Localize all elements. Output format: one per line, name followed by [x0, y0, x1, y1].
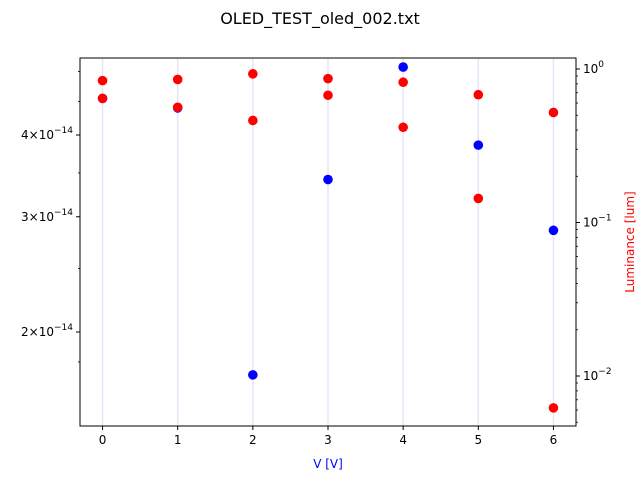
y-right-tick-label: 10−1	[583, 214, 612, 230]
x-tick-label: 2	[249, 433, 257, 447]
chart-title: OLED_TEST_oled_002.txt	[220, 9, 420, 29]
y-left-tick-label: 4×10−14	[21, 126, 73, 142]
x-tick-label: 0	[99, 433, 107, 447]
data-point	[473, 193, 484, 204]
data-point	[548, 225, 559, 236]
y-axis-left: 2×10−14 3×10−14 4×10−14	[21, 71, 80, 363]
x-tick-label: 6	[550, 433, 558, 447]
x-axis-label: V [V]	[313, 457, 343, 471]
y-left-tick-label: 3×10−14	[21, 208, 73, 224]
x-tick-label: 3	[324, 433, 332, 447]
y-axis-right-label: Luminance [lum]	[623, 191, 637, 292]
data-point	[398, 62, 408, 72]
x-axis: 0 1 2 3 4 5 6	[99, 426, 558, 447]
y-right-tick-label: 100	[583, 60, 604, 76]
data-point	[248, 115, 258, 126]
data-point	[398, 77, 408, 88]
y-left-tick-label: 2×10−14	[21, 323, 73, 339]
data-point	[323, 174, 333, 185]
data-point	[172, 102, 183, 113]
data-point	[548, 107, 559, 118]
data-points	[97, 62, 559, 413]
data-point	[97, 75, 108, 86]
data-point	[398, 122, 408, 133]
data-point	[323, 90, 333, 101]
y-right-tick-label: 10−2	[583, 367, 612, 383]
data-point	[548, 403, 559, 413]
data-point	[473, 140, 484, 150]
x-tick-label: 1	[174, 433, 182, 447]
y-axis-right: 10−2 10−1 100	[576, 60, 612, 423]
x-tick-label: 5	[474, 433, 482, 447]
data-point	[172, 74, 183, 85]
data-point	[248, 370, 258, 380]
x-tick-label: 4	[399, 433, 407, 447]
data-point	[473, 89, 484, 100]
gridlines	[101, 58, 555, 426]
data-point	[248, 69, 258, 79]
data-point	[97, 93, 108, 104]
data-point	[323, 73, 333, 84]
